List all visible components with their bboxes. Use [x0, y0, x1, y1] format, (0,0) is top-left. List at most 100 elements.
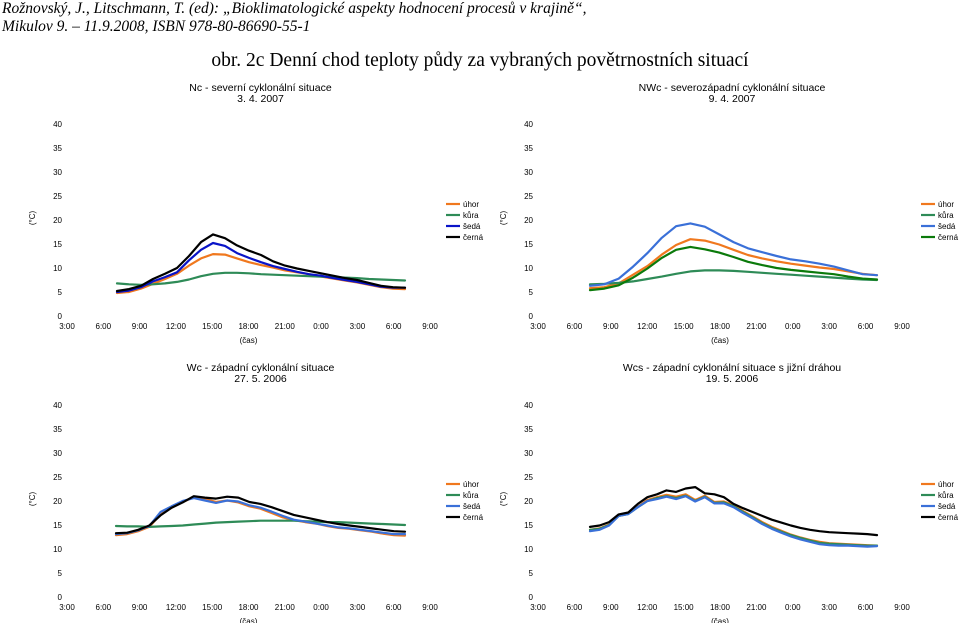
y-tick-label: 30 — [53, 168, 62, 177]
chart-panel-nwc: NWc - severozápadní cyklonální situace 9.… — [480, 78, 960, 348]
x-tick-label: 6:00 — [567, 322, 583, 331]
y-tick-label: 20 — [53, 216, 62, 225]
x-tick-label: 3:00 — [530, 603, 546, 612]
chart-title: Wc - západní cyklonální situace — [187, 362, 335, 374]
y-tick-label: 35 — [53, 425, 62, 434]
chart-subtitle: 19. 5. 2006 — [706, 373, 759, 385]
y-tick-label: 10 — [524, 545, 533, 554]
x-tick-label: 12:00 — [166, 322, 187, 331]
y-tick-label: 30 — [524, 449, 533, 458]
x-tick-label: 3:00 — [350, 603, 366, 612]
x-tick-label: 18:00 — [710, 603, 731, 612]
legend-label: šedá — [463, 222, 481, 231]
y-axis-label: (°C) — [28, 492, 37, 507]
x-tick-label: 6:00 — [96, 322, 112, 331]
y-tick-label: 10 — [524, 264, 533, 273]
chart-nwc-svg: NWc - severozápadní cyklonální situace9.… — [499, 82, 959, 345]
legend-label: kůra — [463, 211, 479, 220]
legend-label: úhor — [938, 480, 954, 489]
series-line-2 — [115, 271, 407, 286]
citation-line-2: Mikulov 9. – 11.9.2008, ISBN 978-80-8669… — [2, 18, 311, 35]
x-tick-label: 6:00 — [858, 603, 874, 612]
y-tick-label: 5 — [58, 569, 63, 578]
chart-panel-nc: Nc - severní cyklonální situace 3. 4. 200… — [0, 78, 484, 348]
x-tick-label: 18:00 — [238, 603, 259, 612]
series-line-4 — [588, 486, 879, 537]
x-tick-label: 0:00 — [313, 603, 329, 612]
x-tick-label: 3:00 — [59, 603, 75, 612]
x-tick-label: 12:00 — [637, 603, 658, 612]
x-tick-label: 15:00 — [202, 322, 223, 331]
x-tick-label: 15:00 — [674, 603, 695, 612]
y-tick-label: 40 — [53, 401, 62, 410]
x-tick-label: 0:00 — [785, 322, 801, 331]
x-tick-label: 18:00 — [238, 322, 259, 331]
legend-label: šedá — [463, 502, 481, 511]
y-tick-label: 30 — [524, 168, 533, 177]
x-tick-label: 9:00 — [894, 322, 910, 331]
y-tick-label: 25 — [53, 473, 62, 482]
series-line-4 — [588, 245, 879, 292]
legend-label: kůra — [938, 491, 954, 500]
series-line-4 — [115, 233, 407, 293]
x-tick-label: 0:00 — [785, 603, 801, 612]
x-tick-label: 21:00 — [746, 603, 767, 612]
y-tick-label: 30 — [53, 449, 62, 458]
citation: Rožnovský, J., Litschmann, T. (ed): „Bio… — [2, 0, 587, 36]
y-axis-label: (°C) — [28, 211, 37, 226]
x-tick-label: 9:00 — [132, 322, 148, 331]
x-axis-label: (čas) — [711, 336, 729, 345]
y-tick-label: 0 — [58, 593, 63, 602]
y-tick-label: 0 — [58, 312, 63, 321]
y-tick-label: 0 — [529, 312, 534, 321]
series-line-2 — [588, 269, 879, 286]
y-tick-label: 25 — [524, 473, 533, 482]
y-tick-label: 40 — [53, 120, 62, 129]
x-tick-label: 3:00 — [350, 322, 366, 331]
legend-label: úhor — [938, 200, 954, 209]
y-tick-label: 40 — [524, 401, 533, 410]
y-tick-label: 10 — [53, 264, 62, 273]
legend-label: šedá — [938, 502, 956, 511]
legend-label: černá — [938, 233, 959, 242]
series-line-4 — [114, 495, 407, 535]
series-line-3 — [115, 241, 407, 294]
x-tick-label: 21:00 — [275, 322, 296, 331]
y-tick-label: 25 — [53, 192, 62, 201]
x-tick-label: 9:00 — [603, 322, 619, 331]
chart-subtitle: 3. 4. 2007 — [237, 93, 284, 105]
legend-label: kůra — [938, 211, 954, 220]
x-tick-label: 9:00 — [894, 603, 910, 612]
y-tick-label: 20 — [524, 497, 533, 506]
x-tick-label: 18:00 — [710, 322, 731, 331]
chart-wcs-svg: Wcs - západní cyklonální situace s jižní… — [499, 362, 959, 623]
y-tick-label: 15 — [53, 240, 62, 249]
chart-title: NWc - severozápadní cyklonální situace — [639, 82, 826, 94]
y-tick-label: 5 — [58, 288, 63, 297]
x-tick-label: 12:00 — [166, 603, 187, 612]
x-tick-label: 21:00 — [746, 322, 767, 331]
chart-panel-wcs: Wcs - západní cyklonální situace s jižní… — [480, 358, 960, 623]
y-tick-label: 10 — [53, 545, 62, 554]
x-tick-label: 9:00 — [132, 603, 148, 612]
y-tick-label: 15 — [524, 240, 533, 249]
citation-line-1: Rožnovský, J., Litschmann, T. (ed): „Bio… — [2, 0, 587, 17]
y-tick-label: 15 — [53, 521, 62, 530]
series-line-1 — [588, 493, 879, 547]
x-tick-label: 12:00 — [637, 322, 658, 331]
x-tick-label: 9:00 — [422, 603, 438, 612]
series-line-2 — [114, 519, 407, 528]
chart-title: Wcs - západní cyklonální situace s jižní… — [623, 362, 841, 374]
figure-title: obr. 2c Denní chod teploty půdy za vybra… — [211, 50, 749, 71]
x-tick-label: 6:00 — [567, 603, 583, 612]
x-tick-label: 6:00 — [386, 603, 402, 612]
chart-panel-wc: Wc - západní cyklonální situace 27. 5. 20… — [0, 358, 484, 623]
x-axis-label: (čas) — [240, 617, 258, 623]
series-line-3 — [114, 497, 407, 536]
x-axis-label: (čas) — [711, 617, 729, 623]
y-tick-label: 35 — [53, 144, 62, 153]
chart-subtitle: 27. 5. 2006 — [234, 373, 287, 385]
y-tick-label: 35 — [524, 425, 533, 434]
